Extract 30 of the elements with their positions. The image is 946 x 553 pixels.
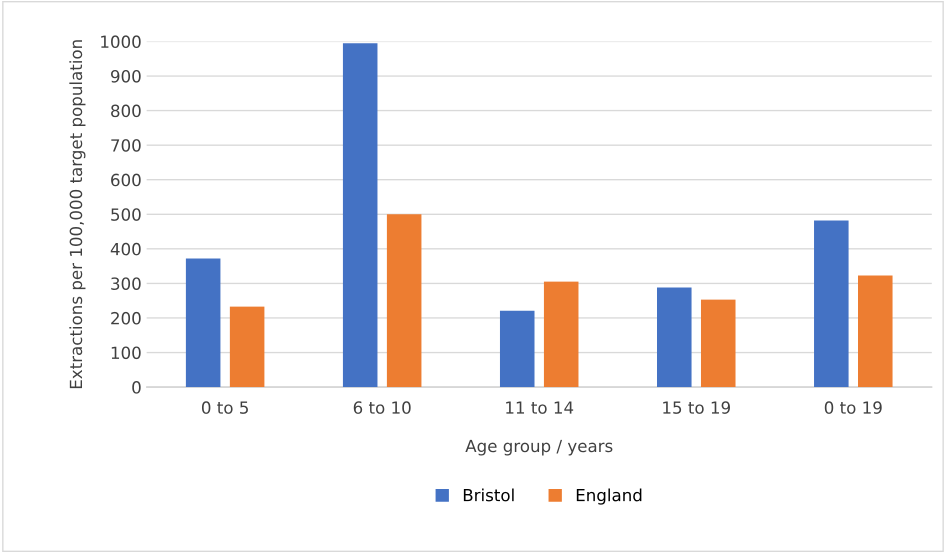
y-tick-label: 700 bbox=[111, 139, 141, 152]
y-tick-label: 900 bbox=[111, 70, 141, 83]
y-tick-label: 400 bbox=[110, 242, 141, 256]
y-tick-label: 1000 bbox=[101, 35, 141, 48]
bar bbox=[858, 275, 893, 388]
x-tick-label: 15 to 19 bbox=[663, 401, 730, 414]
legend-label: Bristol bbox=[464, 488, 514, 502]
y-tick-label: 600 bbox=[111, 174, 141, 186]
bar bbox=[656, 288, 692, 388]
bar bbox=[342, 43, 378, 388]
bar bbox=[186, 258, 220, 388]
y-tick-label: 300 bbox=[111, 277, 141, 290]
y-tick-label: 100 bbox=[112, 346, 141, 360]
bar bbox=[386, 214, 422, 388]
bar bbox=[700, 300, 736, 388]
x-tick-label: 0 to 19 bbox=[824, 401, 882, 414]
bar bbox=[814, 220, 849, 388]
x-axis-title: Age group / years bbox=[465, 440, 612, 456]
x-tick-label: 11 to 14 bbox=[506, 402, 574, 414]
bar bbox=[544, 282, 578, 388]
bar bbox=[230, 306, 264, 388]
x-tick-label: 0 to 5 bbox=[202, 401, 248, 414]
y-axis-title: Extractions per 100,000 target population bbox=[69, 40, 86, 388]
bar bbox=[500, 310, 535, 388]
x-tick-label: 6 to 10 bbox=[354, 401, 411, 414]
y-tick-label: 0 bbox=[132, 381, 141, 394]
legend-label: England bbox=[576, 488, 642, 505]
y-tick-label: 800 bbox=[111, 104, 141, 118]
y-tick-label: 200 bbox=[111, 312, 141, 325]
y-tick-label: 500 bbox=[111, 208, 141, 221]
